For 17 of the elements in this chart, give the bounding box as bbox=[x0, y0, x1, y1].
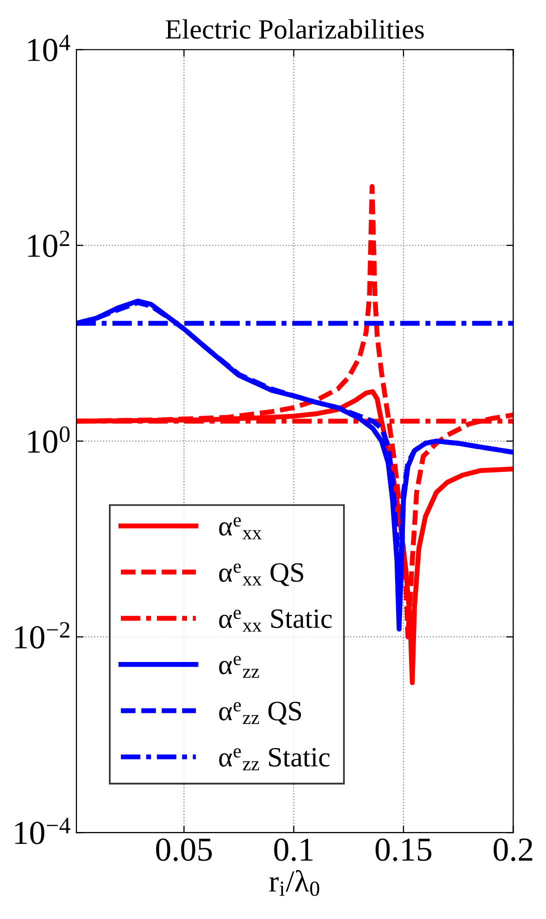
legend-label: α$^{e}$$_{xx}$ QS bbox=[219, 563, 304, 586]
legend-label: α$^{e}$$_{zz}$ Static bbox=[219, 748, 330, 770]
x-tick-label: 0.05 bbox=[156, 838, 212, 862]
x-tick-label: 0.1 bbox=[274, 838, 313, 862]
legend-label: α$^{e}$$_{zz}$ QS bbox=[219, 702, 302, 725]
y-tick-label: 10$^{2}$ bbox=[28, 230, 70, 258]
y-tick-label: 10$^{−2}$ bbox=[15, 622, 70, 649]
y-tick-label: 10$^{4}$ bbox=[28, 34, 70, 62]
legend-label: α$^{e}$$_{zz}$ bbox=[219, 656, 260, 678]
x-tick-label: 0.15 bbox=[376, 838, 432, 862]
chart-title: Electric Polarizabilities bbox=[166, 19, 424, 39]
x-tick-label: 0.2 bbox=[494, 838, 532, 862]
legend-label: α$^{e}$$_{xx}$ bbox=[219, 517, 262, 540]
y-tick-label: 10$^{−4}$ bbox=[15, 818, 70, 844]
x-axis-title: r$_{i}$/λ$_{0}$ bbox=[269, 870, 320, 896]
legend-label: α$^{e}$$_{xx}$ Static bbox=[219, 609, 332, 632]
y-tick-label: 10$^{0}$ bbox=[28, 426, 70, 453]
